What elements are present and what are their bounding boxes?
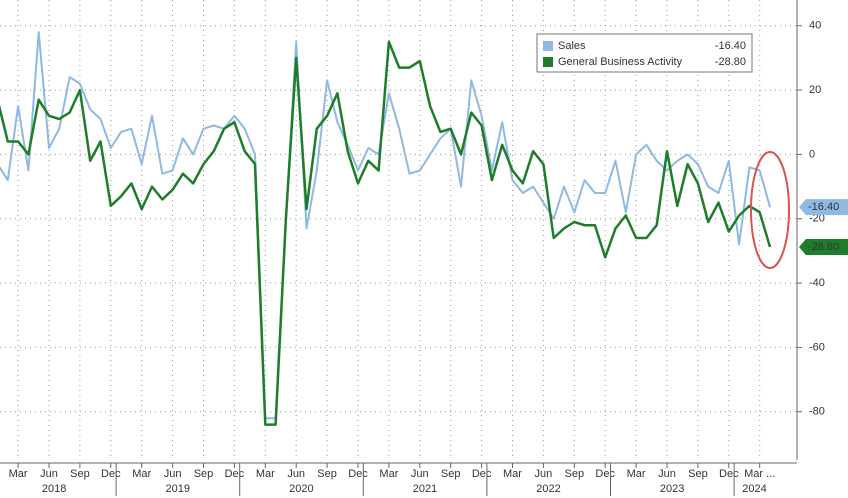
y-tick-label: 20: [809, 84, 821, 96]
x-tick-label: Mar: [379, 468, 398, 480]
highlight-ellipse: [750, 151, 790, 269]
x-tick-label: Dec: [225, 468, 245, 480]
x-tick-label: Mar: [132, 468, 151, 480]
year-label: 2020: [289, 483, 313, 495]
series-line: [0, 31, 771, 420]
x-tick-label: Jun: [411, 468, 429, 480]
x-tick-label: Jun: [40, 468, 58, 480]
y-tick-label: -60: [809, 341, 825, 353]
legend-label: Sales: [558, 40, 586, 52]
x-tick-label: Dec: [472, 468, 492, 480]
x-tick-label: Dec: [719, 468, 739, 480]
x-tick-label: Mar: [256, 468, 275, 480]
year-label: 2021: [413, 483, 437, 495]
x-tick-label: Sep: [441, 468, 461, 480]
x-tick-label: Mar: [9, 468, 28, 480]
x-tick-label: Jun: [164, 468, 182, 480]
x-tick-label: Mar ...: [744, 468, 775, 480]
x-tick-label: Sep: [70, 468, 90, 480]
x-tick-label: Dec: [101, 468, 121, 480]
x-tick-label: Dec: [348, 468, 368, 480]
year-label: 2024: [742, 483, 766, 495]
year-label: 2018: [42, 483, 66, 495]
legend-box: [536, 33, 753, 73]
y-tick-label: 0: [809, 148, 815, 160]
legend-swatch: [543, 57, 553, 67]
x-tick-label: Jun: [287, 468, 305, 480]
x-tick-label: Sep: [688, 468, 708, 480]
y-tick-label: 40: [809, 20, 821, 32]
x-tick-label: Mar: [627, 468, 646, 480]
value-tag: [799, 239, 848, 256]
x-tick-label: Sep: [317, 468, 337, 480]
value-tag: [799, 199, 848, 216]
x-tick-label: Sep: [565, 468, 585, 480]
year-label: 2019: [166, 483, 190, 495]
legend-swatch: [543, 41, 553, 51]
x-tick-label: Jun: [535, 468, 553, 480]
legend-value: -28.80: [715, 56, 746, 68]
year-label: 2023: [660, 483, 684, 495]
x-tick-label: Dec: [595, 468, 615, 480]
x-tick-label: Mar: [503, 468, 522, 480]
y-tick-label: -40: [809, 277, 825, 289]
x-tick-label: Sep: [194, 468, 214, 480]
series-line: [0, 40, 772, 426]
y-tick-label: -20: [809, 213, 825, 225]
year-label: 2022: [536, 483, 560, 495]
legend-value: -16.40: [715, 40, 746, 52]
y-tick-label: -80: [809, 406, 825, 418]
x-tick-label: Jun: [658, 468, 676, 480]
value-tag-label: -28.80: [808, 241, 839, 253]
legend-label: General Business Activity: [558, 56, 683, 68]
value-tag-label: -16.40: [808, 201, 839, 213]
